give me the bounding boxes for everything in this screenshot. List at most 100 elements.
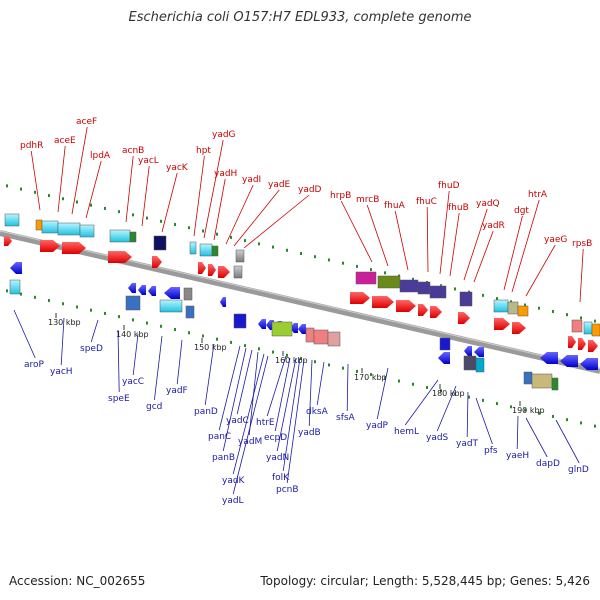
tick-dot-upper (132, 213, 134, 217)
tick-dot-lower (174, 328, 176, 332)
gene-label-mrcB: mrcB (356, 195, 379, 205)
scale-tick-label: 180 kbp (432, 389, 465, 398)
tick-dot-lower (524, 408, 526, 412)
gene-feature-box (493, 299, 509, 313)
gene-feature-box (377, 275, 401, 289)
gene-label-leader (57, 145, 66, 213)
tick-dot-lower (300, 357, 302, 360)
gene-label-leader (463, 208, 488, 281)
reverse-gene-arrow (164, 287, 180, 299)
gene-label-leader (525, 417, 548, 458)
gene-label-leader (394, 210, 409, 271)
gene-label-leader (213, 178, 226, 241)
gene-label-yadT: yadT (456, 439, 479, 449)
gene-label-leader (286, 359, 305, 484)
gene-feature-box (463, 355, 477, 371)
gene-label-leader (218, 345, 241, 431)
tick-dot-lower (398, 379, 400, 383)
gene-label-leader (132, 333, 139, 376)
gene-feature-box (153, 235, 167, 251)
gene-label-leader (555, 419, 580, 464)
forward-gene-arrow (458, 312, 470, 324)
tick-dot-upper (342, 261, 344, 265)
gene-feature-box (355, 271, 377, 285)
gene-label-yadM: yadM (238, 437, 262, 447)
gene-label-leader (117, 329, 120, 393)
gene-feature-box (429, 285, 447, 299)
gene-feature-box (531, 373, 553, 389)
gene-label-leader (274, 357, 291, 432)
tick-dot-lower (104, 311, 106, 315)
reverse-gene-arrow (148, 286, 156, 296)
gene-label-yacC: yacC (122, 377, 144, 387)
genome-backbone-highlight (0, 230, 600, 370)
gene-label-leader (579, 248, 584, 303)
gene-label-yadR: yadR (482, 221, 505, 231)
gene-label-dksA: dksA (306, 407, 329, 417)
tick-dot-upper (482, 293, 484, 297)
tick-dot-lower (48, 299, 50, 303)
forward-gene-arrow (198, 262, 206, 274)
tick-dot-upper (34, 190, 36, 194)
tick-dot-upper (216, 232, 218, 236)
tick-dot-lower (146, 321, 148, 325)
forward-gene-arrow (396, 300, 416, 312)
reverse-gene-arrow (438, 352, 450, 364)
gene-label-leader (473, 230, 494, 283)
scale-tick-label: 170 kbp (354, 373, 387, 382)
forward-gene-arrow (218, 266, 230, 278)
tick-dot-lower (216, 337, 218, 341)
tick-dot-upper (202, 229, 204, 233)
gene-label-lpdA: lpdA (90, 151, 111, 161)
gene-label-leader (366, 204, 389, 267)
gene-label-hemL: hemL (394, 427, 419, 437)
scale-tick-label: 150 kbp (194, 343, 227, 352)
tick-dot-upper (244, 239, 246, 243)
gene-label-leader (439, 190, 450, 275)
gene-label-leader (232, 353, 265, 475)
tick-dot-upper (76, 200, 78, 204)
gene-label-yadL: yadL (222, 496, 244, 506)
forward-gene-arrow (588, 340, 598, 352)
tick-dot-lower (20, 292, 22, 296)
gene-label-leader (466, 391, 469, 438)
gene-feature-box (125, 295, 141, 311)
gene-feature-box (41, 220, 59, 234)
forward-gene-arrow (578, 338, 586, 350)
gene-label-aceF: aceF (76, 117, 97, 127)
gene-feature-box (109, 229, 131, 243)
gene-label-yaeH: yaeH (506, 451, 529, 461)
gene-label-leader (141, 165, 150, 227)
genome-backbone (0, 230, 600, 374)
tick-dot-upper (286, 248, 288, 252)
tick-dot-upper (384, 271, 386, 275)
tick-dot-lower (328, 363, 330, 367)
reverse-gene-arrow (580, 358, 598, 370)
tick-dot-upper (272, 245, 274, 249)
reverse-gene-arrow (138, 285, 146, 295)
gene-label-yadK: yadK (222, 476, 246, 486)
gene-label-dapD: dapD (536, 459, 560, 469)
forward-gene-arrow (568, 336, 576, 348)
gene-label-yadE: yadE (268, 180, 291, 190)
gene-label-leader (243, 194, 310, 249)
tick-dot-upper (174, 223, 176, 227)
tick-dot-lower (202, 334, 204, 338)
tick-dot-upper (230, 235, 232, 239)
gene-label-leader (233, 189, 280, 247)
tick-dot-upper (356, 264, 358, 268)
gene-label-yadF: yadF (166, 386, 188, 396)
gene-label-yadH: yadH (214, 169, 237, 179)
gene-label-leader (276, 357, 297, 452)
forward-gene-arrow (208, 264, 216, 276)
tick-dot-lower (412, 382, 414, 386)
gene-label-fhuC: fhuC (416, 197, 437, 207)
gene-label-fhuD: fhuD (438, 181, 460, 191)
tick-dot-lower (594, 424, 596, 428)
gene-label-yadB: yadB (298, 428, 321, 438)
gene-feature-box (417, 281, 431, 295)
gene-label-gcd: gcd (146, 402, 162, 412)
tick-dot-upper (580, 316, 582, 320)
tick-dot-lower (244, 344, 246, 348)
gene-feature-box (459, 291, 473, 307)
